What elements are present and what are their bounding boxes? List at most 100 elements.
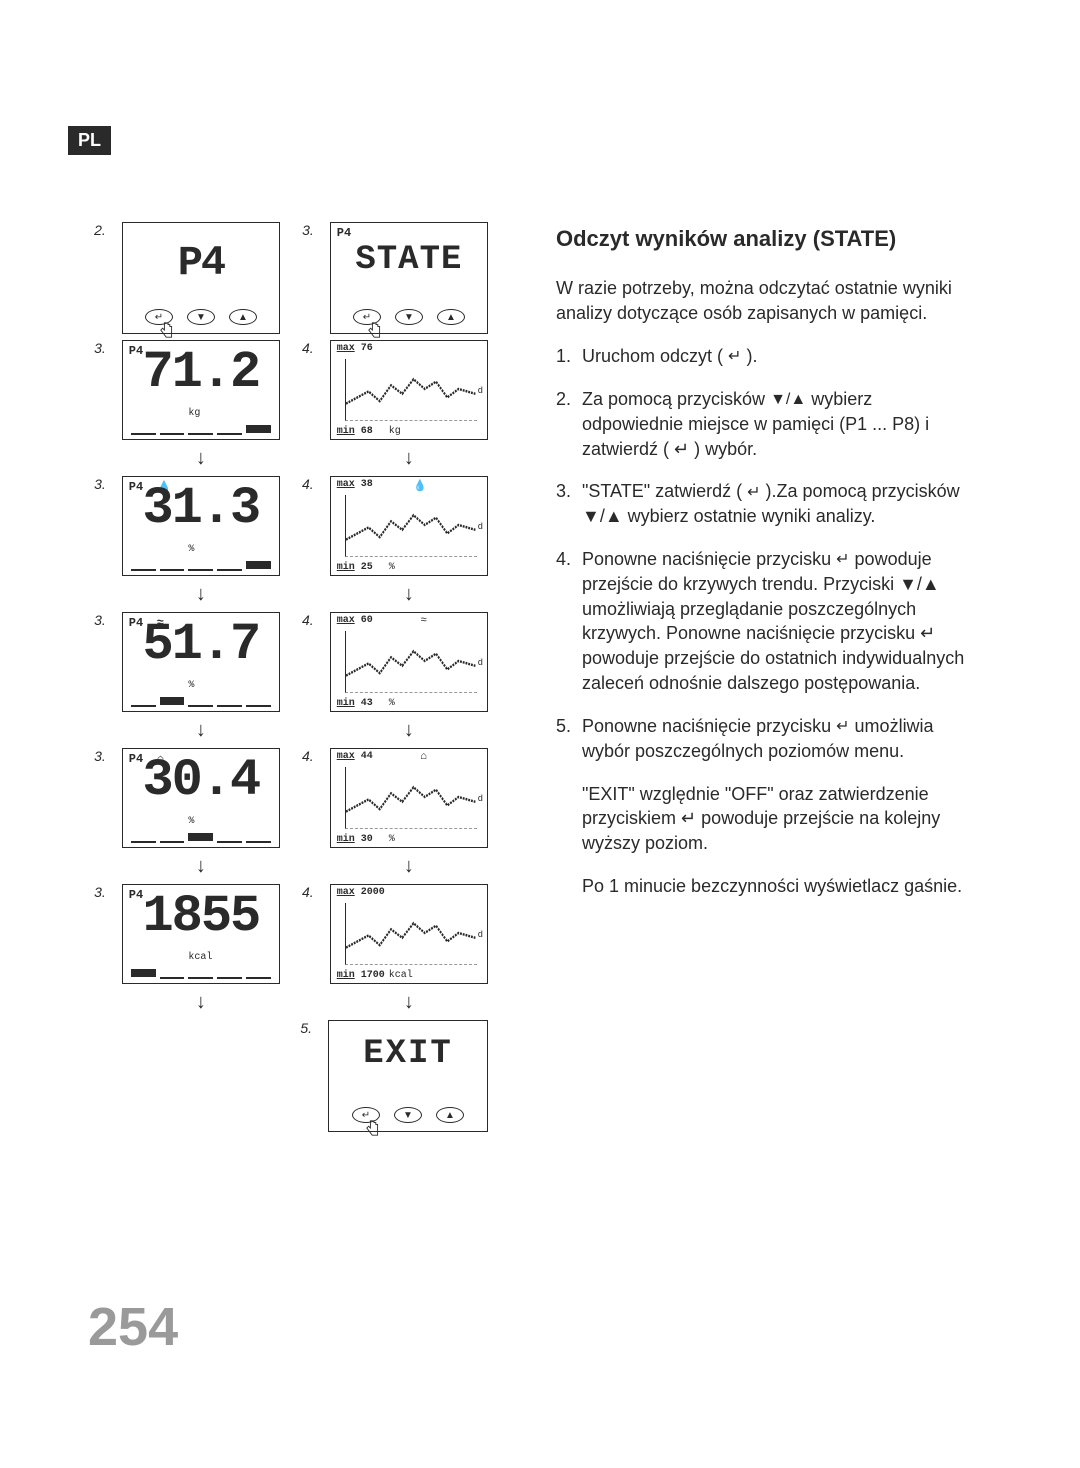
arrow-down-icon: ↓ xyxy=(122,992,280,1012)
button-row: ↵ ▼ ▲ xyxy=(123,309,279,325)
display-value: 51.7 xyxy=(123,619,279,671)
arrow-down-icon: ↓ xyxy=(122,720,280,740)
inline-icon: ↵ xyxy=(836,549,849,571)
instruction-item: 2.Za pomocą przycisków ▼/▲ wybierz odpow… xyxy=(556,387,976,461)
display-panel-value: P4⌂30.4% xyxy=(122,748,280,848)
step-number: 3. xyxy=(88,748,106,848)
display-panel-p4: P4 ↵ ▼ ▲ xyxy=(122,222,280,334)
up-button-icon: ▲ xyxy=(436,1107,464,1123)
graph-max-label: max 2000 xyxy=(337,887,385,898)
step-text: Uruchom odczyt ( ↵ ). xyxy=(582,344,976,369)
down-button-icon: ▼ xyxy=(187,309,215,325)
page-number: 254 xyxy=(88,1296,178,1358)
step-number: 4. xyxy=(296,340,314,440)
step-index: 1. xyxy=(556,344,582,369)
step-text: Ponowne naciśnięcie przycisku ↵ powoduje… xyxy=(582,547,976,696)
step-number: 4. xyxy=(296,612,314,712)
step-number: 4. xyxy=(296,884,314,984)
arrow-down-icon: ↓ xyxy=(330,992,488,1012)
step-number: 3. xyxy=(88,476,106,576)
step-text: Za pomocą przycisków ▼/▲ wybierz odpowie… xyxy=(582,387,976,461)
axis-label-d: d xyxy=(478,658,483,668)
graph-unit-label: % xyxy=(389,834,395,845)
display-value: EXIT xyxy=(329,1035,487,1073)
inline-icon: ↵ xyxy=(747,482,760,504)
arrow-down-icon: ↓ xyxy=(122,448,280,468)
display-value: 71.2 xyxy=(123,347,279,399)
language-badge: PL xyxy=(68,126,111,155)
unit-label: % xyxy=(188,680,194,691)
inline-icon: ↵ xyxy=(728,346,741,368)
hand-pointer-icon xyxy=(367,321,385,339)
step-number: 4. xyxy=(296,748,314,848)
display-value: 31.3 xyxy=(123,483,279,535)
arrow-down-icon: ↓ xyxy=(122,856,280,876)
step-text: Ponowne naciśnięcie przycisku ↵ umożliwi… xyxy=(582,714,976,764)
graph-max-label: max 44 xyxy=(337,751,373,762)
display-value: STATE xyxy=(331,241,487,279)
down-button-icon: ▼ xyxy=(394,1107,422,1123)
graph-max-label: max 60 xyxy=(337,615,373,626)
measure-type-icon: 💧 xyxy=(413,479,427,493)
button-row: ↵ ▼ ▲ xyxy=(329,1107,487,1123)
measure-type-icon: ⌂ xyxy=(420,751,427,763)
trend-graph-panel: max 38💧dmin 25% xyxy=(330,476,488,576)
trend-graph-panel: max 2000dmin 1700kcal xyxy=(330,884,488,984)
axis-label-d: d xyxy=(478,386,483,396)
step-number: 4. xyxy=(296,476,314,576)
display-value: P4 xyxy=(123,239,279,287)
step-number: 5. xyxy=(294,1020,312,1132)
axis-label-d: d xyxy=(478,794,483,804)
bar-indicator xyxy=(131,833,271,843)
step-index: 2. xyxy=(556,387,582,461)
inline-icon: ▼/▲ xyxy=(770,389,806,411)
instruction-text: Odczyt wyników analizy (STATE) W razie p… xyxy=(556,224,976,917)
display-value: 1855 xyxy=(123,891,279,943)
graph-unit-label: % xyxy=(389,562,395,573)
bar-indicator xyxy=(131,969,271,979)
graph-min-label: min 68 xyxy=(337,426,373,437)
step-number: 3. xyxy=(88,884,106,984)
hand-pointer-icon xyxy=(159,321,177,339)
arrow-down-icon: ↓ xyxy=(122,584,280,604)
unit-label: % xyxy=(188,816,194,827)
trend-graph-panel: max 76 d min 68 kg xyxy=(330,340,488,440)
graph-unit-label: % xyxy=(389,698,395,709)
axis-label-d: d xyxy=(478,522,483,532)
unit-label: kg xyxy=(188,408,200,419)
diagram-column: 2. P4 ↵ ▼ ▲ 3. P4 STATE ↵ ▼ ▲ 3. P4 71.2 kg… xyxy=(88,222,488,1138)
graph-max-label: max 76 xyxy=(337,343,373,354)
display-panel-exit: EXIT ↵ ▼ ▲ xyxy=(328,1020,488,1132)
graph-unit-label: kcal xyxy=(389,970,413,981)
measure-type-icon: ≈ xyxy=(420,615,427,627)
graph-plot-area xyxy=(345,903,477,965)
step-number: 3. xyxy=(296,222,314,334)
graph-plot-area xyxy=(345,631,477,693)
graph-plot-area xyxy=(345,495,477,557)
graph-unit-label: kg xyxy=(389,426,401,437)
bar-indicator xyxy=(131,425,271,435)
tail-paragraph: Po 1 minucie bezczynności wyświetlacz ga… xyxy=(582,874,976,899)
instruction-item: 3."STATE" zatwierdź ( ↵ ).Za pomocą przy… xyxy=(556,479,976,529)
corner-label: P4 xyxy=(337,226,351,240)
up-button-icon: ▲ xyxy=(437,309,465,325)
trend-graph-panel: max 44⌂dmin 30% xyxy=(330,748,488,848)
display-value: 30.4 xyxy=(123,755,279,807)
step-number: 3. xyxy=(88,340,106,440)
unit-label: kcal xyxy=(188,952,212,963)
arrow-down-icon: ↓ xyxy=(330,448,488,468)
inline-icon: ↵ xyxy=(836,716,849,738)
step-text: "STATE" zatwierdź ( ↵ ).Za pomocą przyci… xyxy=(582,479,976,529)
axis-label-d: d xyxy=(478,930,483,940)
hand-pointer-icon xyxy=(365,1119,383,1137)
unit-label: % xyxy=(188,544,194,555)
step-index: 3. xyxy=(556,479,582,529)
bar-indicator xyxy=(131,697,271,707)
instruction-list: 1.Uruchom odczyt ( ↵ ).2.Za pomocą przyc… xyxy=(556,344,976,764)
down-button-icon: ▼ xyxy=(395,309,423,325)
step-index: 5. xyxy=(556,714,582,764)
step-number: 2. xyxy=(88,222,106,334)
graph-min-label: min 25 xyxy=(337,562,373,573)
display-panel-value: P4💧31.3% xyxy=(122,476,280,576)
instruction-item: 4.Ponowne naciśnięcie przycisku ↵ powodu… xyxy=(556,547,976,696)
